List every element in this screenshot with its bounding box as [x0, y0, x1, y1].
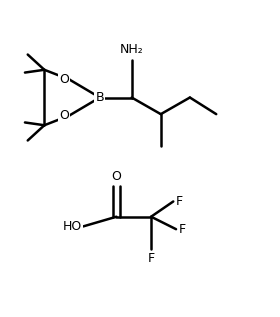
- Text: NH₂: NH₂: [120, 43, 144, 56]
- Text: O: O: [59, 109, 69, 122]
- Text: B: B: [95, 91, 104, 104]
- Text: O: O: [111, 171, 121, 184]
- Text: F: F: [176, 195, 183, 208]
- Text: HO: HO: [62, 220, 82, 233]
- Text: F: F: [148, 252, 155, 265]
- Text: F: F: [179, 223, 186, 236]
- Text: O: O: [59, 73, 69, 86]
